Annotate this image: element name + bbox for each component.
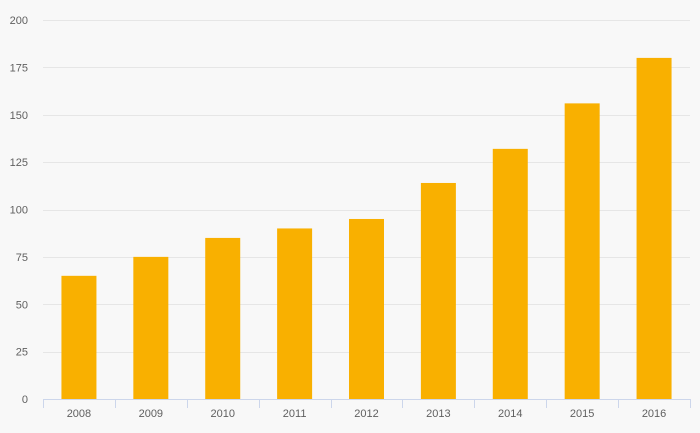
- bars: [61, 57, 672, 400]
- x-tick-label: 2014: [498, 408, 522, 420]
- bar-2016: [636, 57, 672, 400]
- bar-2015: [564, 103, 600, 399]
- x-tick-label: 2013: [426, 408, 450, 420]
- bar-2012: [349, 218, 384, 399]
- x-axis: [43, 399, 691, 408]
- bar-2013: [420, 182, 456, 399]
- bar-2008: [61, 275, 97, 399]
- x-tick-label: 2015: [570, 408, 594, 420]
- bar-2014: [492, 148, 528, 399]
- y-tick-label: 100: [10, 205, 28, 217]
- y-tick-label: 175: [10, 62, 28, 74]
- bar-2011: [277, 228, 313, 399]
- y-tick-label: 150: [10, 110, 28, 122]
- y-tick-label: 125: [10, 157, 28, 169]
- x-tick-label: 2011: [283, 408, 307, 420]
- x-tick-label: 2009: [139, 408, 163, 420]
- x-tick-label: 2016: [642, 408, 666, 420]
- x-tick-label: 2008: [67, 408, 91, 420]
- y-tick-label: 25: [16, 347, 28, 359]
- y-tick-label: 200: [10, 15, 28, 27]
- x-tick-label: 2012: [354, 408, 378, 420]
- bar-2009: [133, 256, 169, 399]
- bar-2010: [205, 237, 241, 399]
- y-tick-label: 0: [22, 394, 28, 406]
- x-tick-label: 2010: [210, 408, 234, 420]
- y-tick-label: 75: [16, 252, 28, 264]
- x-tick-labels: 2008 2009 2010 2011 2012 2013 2014 2015 2016: [67, 408, 667, 420]
- y-tick-labels: 0 25 50 75 100 125 150 175 200: [10, 15, 28, 406]
- y-tick-label: 50: [16, 299, 28, 311]
